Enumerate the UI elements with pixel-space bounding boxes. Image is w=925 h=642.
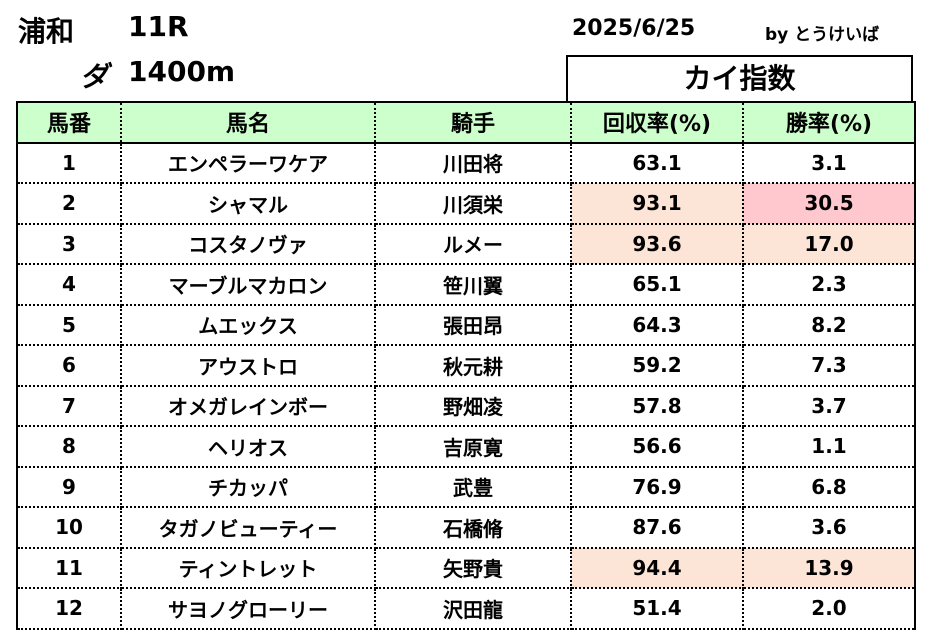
cell-win-rate: 3.1 — [743, 142, 916, 184]
cell-win-rate: 6.8 — [743, 466, 916, 508]
cell-horse: ヘリオス — [121, 426, 376, 468]
cell-number: 8 — [16, 426, 122, 468]
cell-recovery: 94.4 — [571, 547, 744, 589]
cell-number: 2 — [16, 183, 122, 225]
cell-jockey: 野畑凌 — [375, 385, 572, 427]
header-row: 馬番 馬名 騎手 回収率(%) 勝率(%) — [16, 101, 916, 144]
cell-number: 9 — [16, 466, 122, 508]
table-row: 6 アウストロ 秋元耕 59.2 7.3 — [16, 345, 916, 387]
cell-jockey: 川須栄 — [375, 183, 572, 225]
cell-horse: マーブルマカロン — [121, 264, 376, 306]
race-number: 11R — [128, 10, 189, 43]
track-surface: ダ — [80, 60, 109, 93]
cell-horse: タガノビューティー — [121, 507, 376, 549]
cell-win-rate: 3.6 — [743, 507, 916, 549]
col-header-number: 馬番 — [16, 101, 122, 144]
cell-number: 3 — [16, 223, 122, 265]
table-row: 8 ヘリオス 吉原寛 56.6 1.1 — [16, 426, 916, 468]
cell-horse: ムエックス — [121, 304, 376, 346]
cell-win-rate: 1.1 — [743, 426, 916, 468]
cell-recovery: 87.6 — [571, 507, 744, 549]
col-header-recovery: 回収率(%) — [571, 101, 744, 144]
table-row: 10 タガノビューティー 石橋脩 87.6 3.6 — [16, 507, 916, 549]
cell-recovery: 56.6 — [571, 426, 744, 468]
byline: by とうけいば — [765, 25, 880, 45]
cell-number: 7 — [16, 385, 122, 427]
cell-number: 10 — [16, 507, 122, 549]
cell-recovery: 51.4 — [571, 588, 744, 630]
cell-win-rate: 7.3 — [743, 345, 916, 387]
cell-number: 1 — [16, 142, 122, 184]
cell-win-rate: 30.5 — [743, 183, 916, 225]
index-title: カイ指数 — [566, 55, 913, 101]
cell-recovery: 63.1 — [571, 142, 744, 184]
cell-number: 5 — [16, 304, 122, 346]
table-row: 1 エンペラーワケア 川田将 63.1 3.1 — [16, 142, 916, 184]
cell-recovery: 93.1 — [571, 183, 744, 225]
table-row: 12 サヨノグローリー 沢田龍 51.4 2.0 — [16, 588, 916, 630]
cell-jockey: 秋元耕 — [375, 345, 572, 387]
col-header-horse: 馬名 — [121, 101, 376, 144]
table-row: 4 マーブルマカロン 笹川翼 65.1 2.3 — [16, 264, 916, 306]
table-row: 5 ムエックス 張田昂 64.3 8.2 — [16, 304, 916, 346]
cell-recovery: 57.8 — [571, 385, 744, 427]
table-row: 2 シャマル 川須栄 93.1 30.5 — [16, 183, 916, 225]
cell-horse: オメガレインボー — [121, 385, 376, 427]
col-header-jockey: 騎手 — [375, 101, 572, 144]
cell-jockey: 武豊 — [375, 466, 572, 508]
venue-name: 浦和 — [18, 15, 75, 48]
race-table: 馬番 馬名 騎手 回収率(%) 勝率(%) 1 エンペラーワケア 川田将 63.1 3.… — [16, 101, 916, 630]
cell-horse: シャマル — [121, 183, 376, 225]
race-distance: 1400m — [128, 55, 236, 88]
cell-horse: チカッパ — [121, 466, 376, 508]
cell-recovery: 76.9 — [571, 466, 744, 508]
cell-win-rate: 3.7 — [743, 385, 916, 427]
cell-horse: ティントレット — [121, 547, 376, 589]
cell-jockey: 川田将 — [375, 142, 572, 184]
cell-horse: エンペラーワケア — [121, 142, 376, 184]
table-row: 9 チカッパ 武豊 76.9 6.8 — [16, 466, 916, 508]
cell-jockey: ルメー — [375, 223, 572, 265]
col-header-win-rate: 勝率(%) — [743, 101, 916, 144]
cell-win-rate: 2.0 — [743, 588, 916, 630]
cell-number: 12 — [16, 588, 122, 630]
cell-jockey: 吉原寛 — [375, 426, 572, 468]
cell-recovery: 65.1 — [571, 264, 744, 306]
cell-jockey: 石橋脩 — [375, 507, 572, 549]
cell-recovery: 64.3 — [571, 304, 744, 346]
cell-jockey: 張田昂 — [375, 304, 572, 346]
race-date: 2025/6/25 — [572, 16, 696, 41]
cell-number: 6 — [16, 345, 122, 387]
cell-number: 4 — [16, 264, 122, 306]
table-row: 7 オメガレインボー 野畑凌 57.8 3.7 — [16, 385, 916, 427]
cell-horse: コスタノヴァ — [121, 223, 376, 265]
cell-horse: アウストロ — [121, 345, 376, 387]
cell-win-rate: 13.9 — [743, 547, 916, 589]
table-row: 11 ティントレット 矢野貴 94.4 13.9 — [16, 547, 916, 589]
cell-recovery: 93.6 — [571, 223, 744, 265]
cell-jockey: 沢田龍 — [375, 588, 572, 630]
cell-number: 11 — [16, 547, 122, 589]
cell-recovery: 59.2 — [571, 345, 744, 387]
cell-win-rate: 2.3 — [743, 264, 916, 306]
cell-win-rate: 8.2 — [743, 304, 916, 346]
cell-jockey: 矢野貴 — [375, 547, 572, 589]
cell-horse: サヨノグローリー — [121, 588, 376, 630]
cell-jockey: 笹川翼 — [375, 264, 572, 306]
cell-win-rate: 17.0 — [743, 223, 916, 265]
table-row: 3 コスタノヴァ ルメー 93.6 17.0 — [16, 223, 916, 265]
